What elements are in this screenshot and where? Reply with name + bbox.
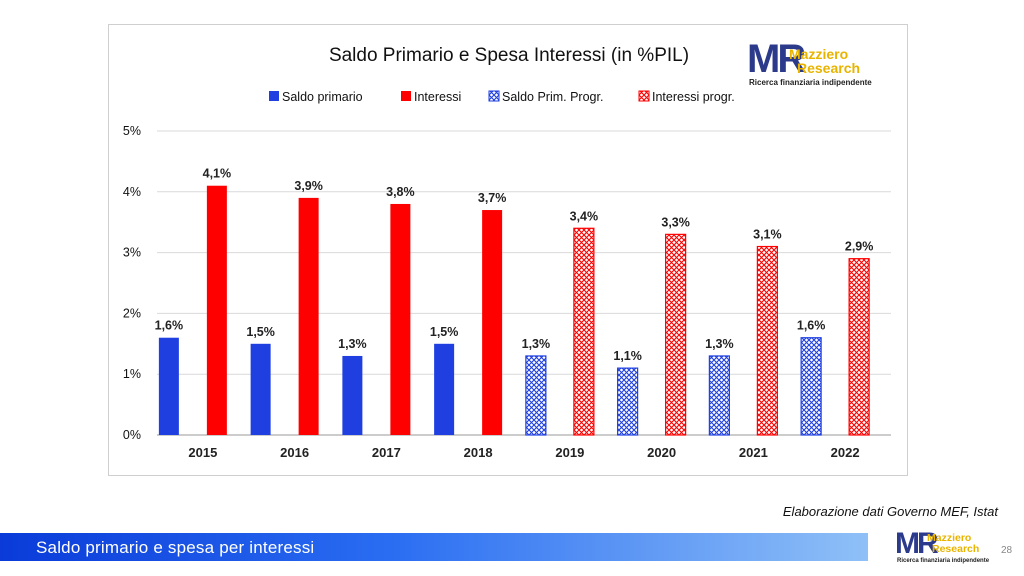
data-label: 1,3% [705, 337, 734, 351]
bar [482, 210, 503, 435]
logo-brand: Mazziero [789, 46, 849, 62]
legend-swatch [401, 91, 411, 101]
data-label: 3,4% [570, 209, 599, 223]
bar [756, 245, 778, 436]
bar-chart: 1,6% 4,1% 1,5% 3,9% 1,3% 3,8% 1,5% 3,7% 1,3% 3,4%… [123, 45, 891, 460]
data-label: 2,9% [845, 240, 874, 254]
bar [708, 355, 730, 436]
footer-logo-brand: Mazziero [927, 532, 972, 544]
footer-logo-tagline: Ricerca finanziaria indipendente [897, 558, 990, 564]
bar [800, 337, 822, 436]
chart-legend: Saldo primario Interessi Saldo Prim. Progr… [269, 90, 735, 104]
bar [434, 343, 455, 435]
logo-brand2: Research [797, 60, 861, 76]
chart-logo: MR Mazziero Research Ricerca finanziaria… [747, 37, 897, 89]
footer-logo-mark: MR [895, 527, 939, 560]
data-label: 1,5% [430, 325, 459, 339]
legend-swatch [269, 91, 279, 101]
bar [617, 367, 639, 436]
bar [390, 203, 411, 435]
data-label: 3,7% [478, 191, 507, 205]
footer-logo: MR Mazziero Research Ricerca finanziaria… [895, 527, 1000, 567]
y-tick-label: 0% [123, 428, 141, 442]
legend-label: Interessi [414, 90, 461, 104]
y-tick-label: 2% [123, 306, 141, 320]
bar [525, 355, 547, 436]
data-label: 1,3% [522, 337, 551, 351]
legend-label: Saldo primario [282, 90, 363, 104]
source-note: Elaborazione dati Governo MEF, Istat [782, 504, 998, 519]
footer-title: Saldo primario e spesa per interessi [36, 538, 315, 557]
x-tick-label: 2020 [647, 445, 676, 460]
data-label: 3,9% [294, 179, 323, 193]
bar [848, 258, 870, 436]
y-tick-label: 3% [123, 246, 141, 260]
legend-label: Saldo Prim. Progr. [502, 90, 603, 104]
legend-label: Interessi progr. [652, 90, 735, 104]
data-label: 1,5% [246, 325, 275, 339]
x-tick-label: 2022 [831, 445, 860, 460]
data-label: 1,3% [338, 337, 367, 351]
bar [250, 343, 271, 435]
x-tick-label: 2015 [188, 445, 217, 460]
data-label: 3,8% [386, 185, 415, 199]
logo-tagline: Ricerca finanziaria indipendente [749, 78, 872, 87]
bar [206, 185, 227, 435]
x-tick-label: 2018 [464, 445, 493, 460]
data-label: 4,1% [203, 167, 232, 181]
y-tick-label: 1% [123, 367, 141, 381]
legend-swatch [488, 90, 500, 102]
page-number: 28 [1001, 545, 1013, 556]
bar [665, 233, 687, 436]
data-label: 3,1% [753, 228, 782, 242]
bar [158, 337, 179, 435]
data-label: 1,6% [155, 319, 184, 333]
data-label: 1,6% [797, 319, 826, 333]
chart-frame: 1,6% 4,1% 1,5% 3,9% 1,3% 3,8% 1,5% 3,7% 1,3% 3,4%… [108, 24, 908, 476]
x-tick-label: 2016 [280, 445, 309, 460]
bar [573, 227, 595, 436]
footer-bar [0, 533, 868, 561]
legend-swatch [638, 90, 650, 102]
logo-mark: MR [747, 37, 806, 81]
footer-logo-brand2: Research [932, 543, 980, 555]
y-tick-label: 5% [123, 124, 141, 138]
y-tick-label: 4% [123, 185, 141, 199]
chart-title: Saldo Primario e Spesa Interessi (in %PI… [329, 45, 689, 66]
x-tick-label: 2017 [372, 445, 401, 460]
x-tick-label: 2021 [739, 445, 768, 460]
x-tick-label: 2019 [555, 445, 584, 460]
bar [298, 197, 319, 435]
data-label: 1,1% [613, 349, 642, 363]
data-label: 3,3% [661, 215, 690, 229]
bar [342, 355, 363, 435]
